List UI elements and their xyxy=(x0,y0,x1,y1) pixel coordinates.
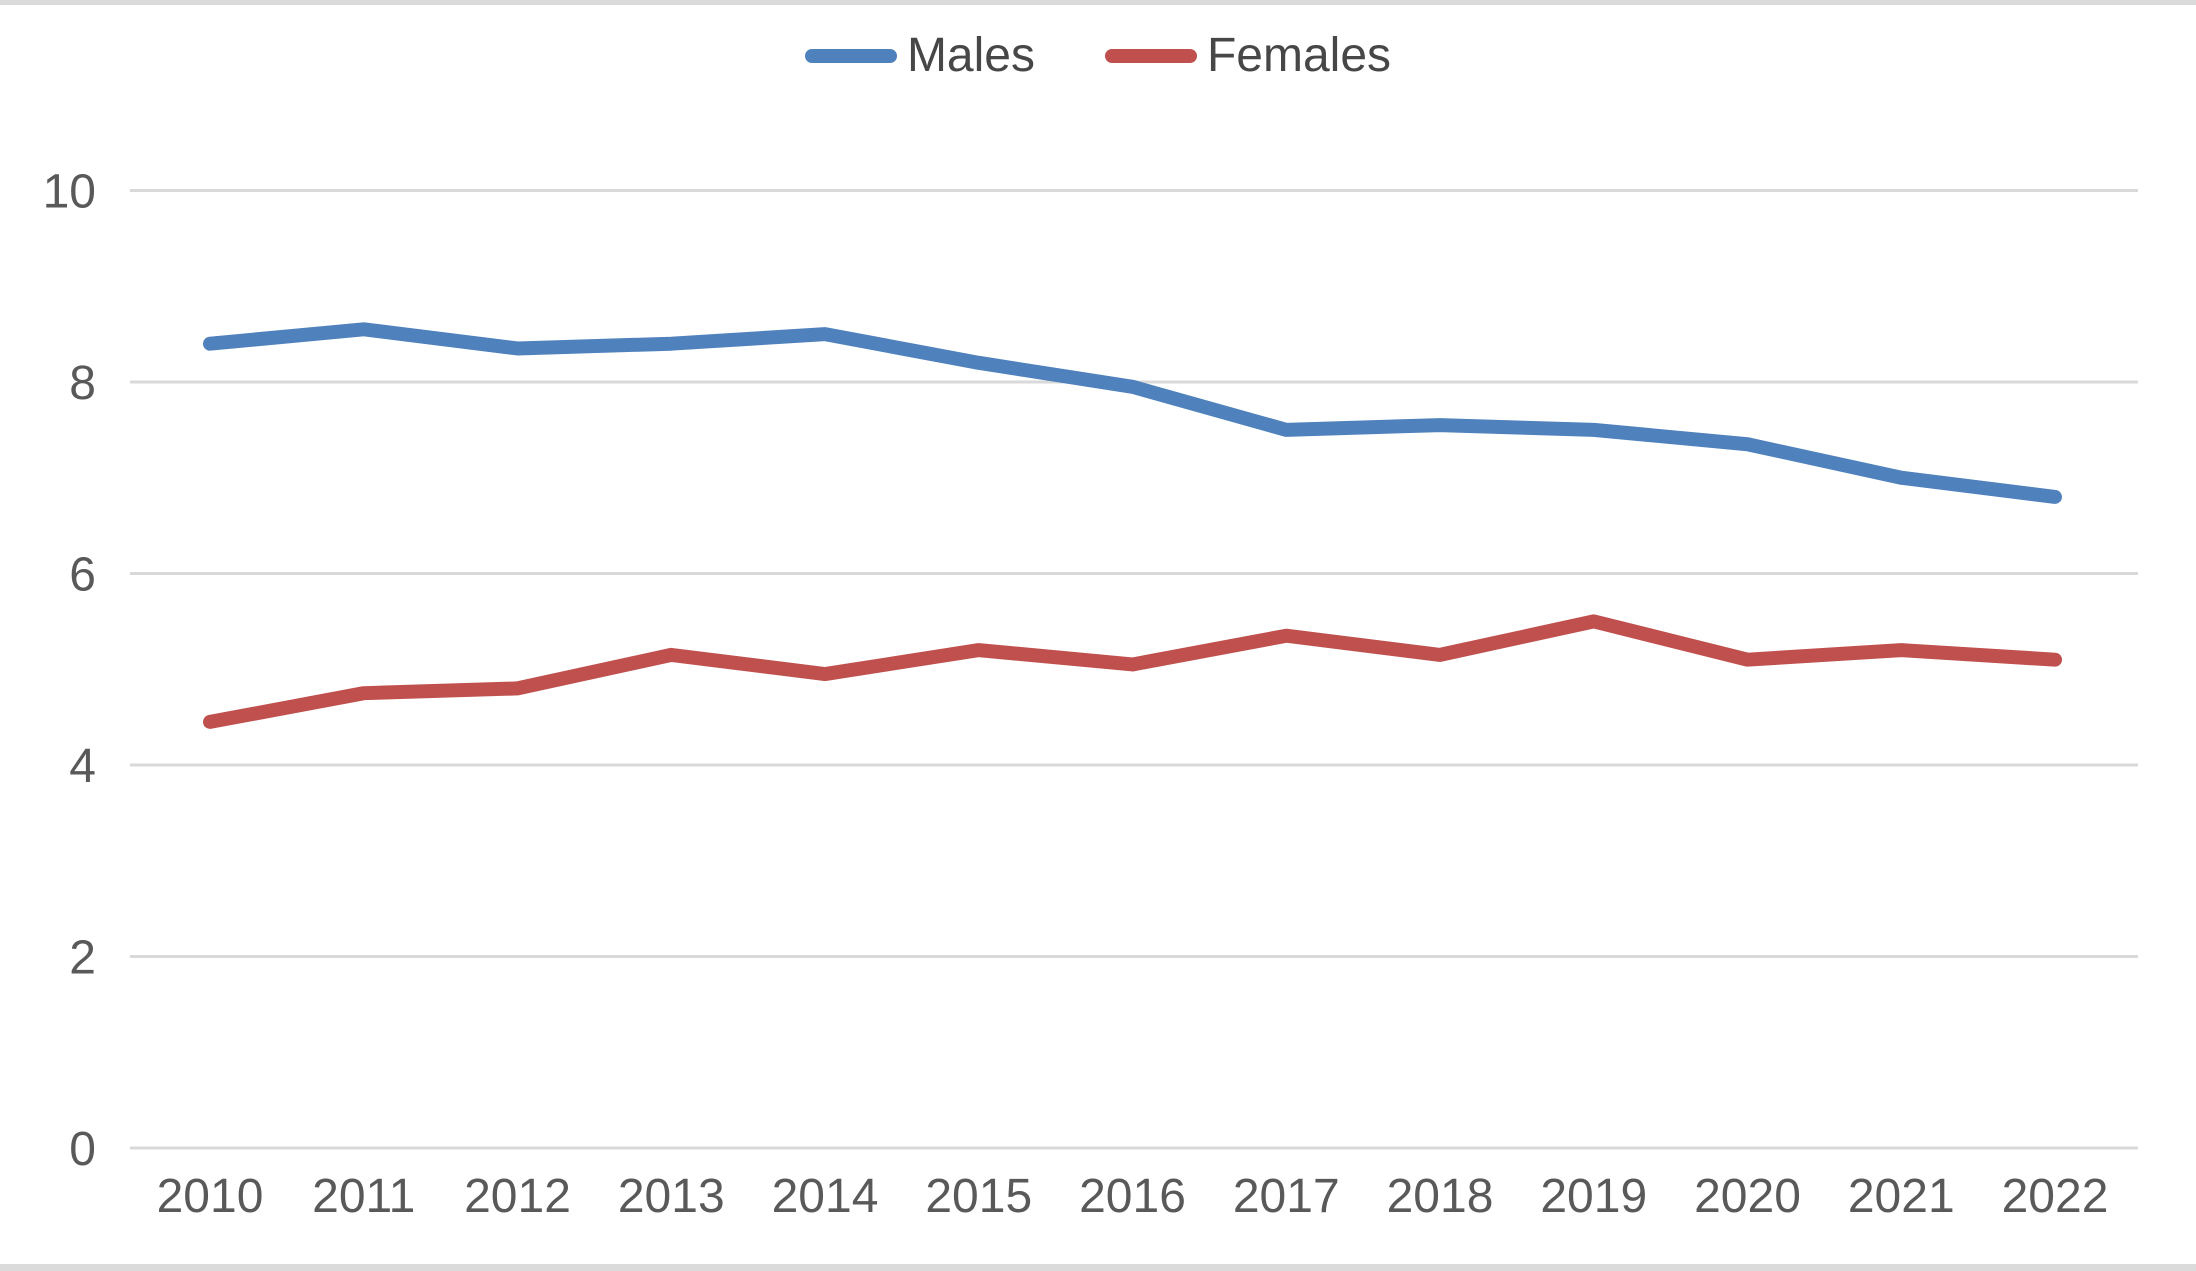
x-axis-tick-label-2011: 2011 xyxy=(312,1170,415,1223)
x-axis-tick-label-2015: 2015 xyxy=(925,1170,1032,1223)
x-axis-tick-label-2013: 2013 xyxy=(618,1170,725,1223)
y-axis-tick-label-10: 10 xyxy=(43,166,96,219)
x-axis-tick-label-2012: 2012 xyxy=(464,1170,571,1223)
window-bottom-border xyxy=(0,1264,2196,1271)
x-axis-tick-label-2018: 2018 xyxy=(1387,1170,1494,1223)
y-axis-tick-label-4: 4 xyxy=(69,740,96,793)
window-top-border xyxy=(0,0,2196,5)
x-axis-tick-label-2022: 2022 xyxy=(2002,1170,2109,1223)
x-axis-tick-label-2010: 2010 xyxy=(157,1170,264,1223)
females-data-line xyxy=(203,614,2062,729)
y-axis-tick-label-6: 6 xyxy=(69,549,96,602)
x-axis-tick-label-2020: 2020 xyxy=(1694,1170,1801,1223)
x-axis-tick-label-2016: 2016 xyxy=(1079,1170,1186,1223)
y-axis-tick-label-2: 2 xyxy=(69,932,96,985)
y-axis-tick-label-8: 8 xyxy=(69,357,96,410)
x-axis-tick-label-2019: 2019 xyxy=(1540,1170,1647,1223)
x-axis-tick-label-2014: 2014 xyxy=(772,1170,879,1223)
males-data-line xyxy=(203,322,2062,504)
x-axis-tick-label-2017: 2017 xyxy=(1233,1170,1340,1223)
y-axis-tick-label-0: 0 xyxy=(69,1123,96,1176)
x-axis-tick-label-2021: 2021 xyxy=(1848,1170,1955,1223)
